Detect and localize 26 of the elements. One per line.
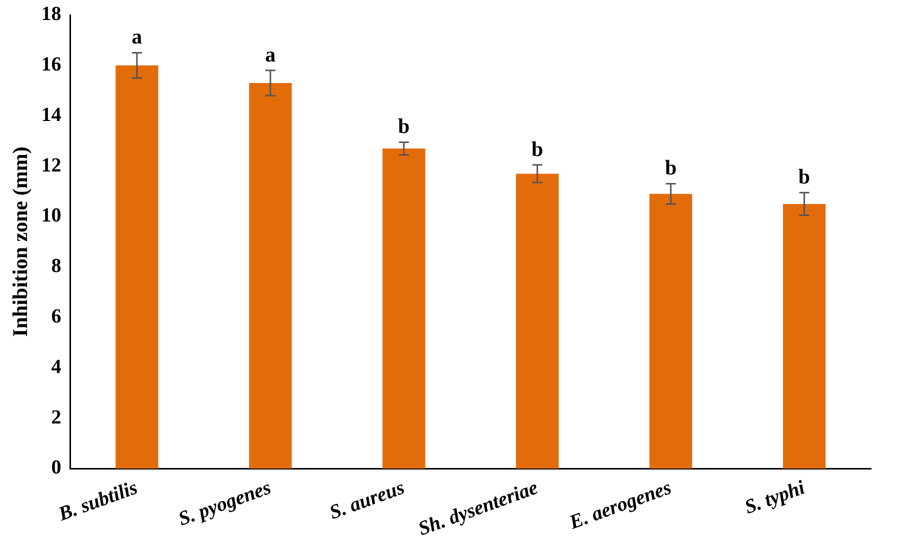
y-tick-label: 6 <box>51 306 62 328</box>
annotation: b <box>398 114 410 138</box>
y-axis-title: Inhibition zone (mm) <box>8 146 32 337</box>
y-tick-label: 2 <box>51 406 62 428</box>
y-tick-label: 4 <box>51 356 62 378</box>
x-tick-label: B. subtilis <box>54 476 141 526</box>
x-tick-label: S. typhi <box>742 476 808 519</box>
bar <box>249 83 292 469</box>
bar <box>382 148 426 469</box>
annotation: b <box>798 164 810 189</box>
x-tick-label: S. aureus <box>326 476 408 524</box>
annotation: a <box>132 24 143 49</box>
bar <box>782 204 826 469</box>
bar <box>516 174 559 469</box>
y-tick-label: 10 <box>41 204 62 227</box>
y-tick-label: 14 <box>41 104 62 126</box>
annotation: b <box>664 156 677 180</box>
y-tick-label: 16 <box>41 54 62 76</box>
y-tick-label: 8 <box>51 255 62 278</box>
y-tick-label: 12 <box>41 154 62 176</box>
bar <box>116 65 158 469</box>
y-tick-label: 0 <box>51 456 62 479</box>
annotation: b <box>531 136 544 161</box>
annotation: a <box>265 42 276 66</box>
y-tick-label: 18 <box>41 3 62 26</box>
bar <box>649 194 692 469</box>
